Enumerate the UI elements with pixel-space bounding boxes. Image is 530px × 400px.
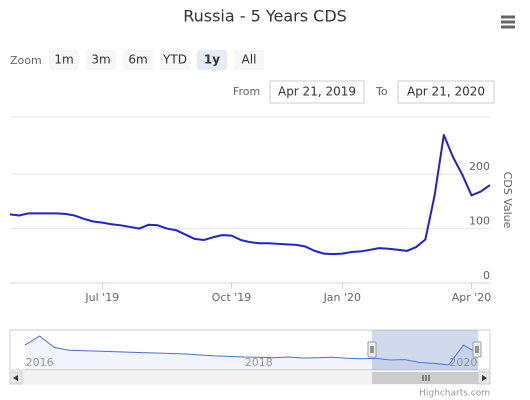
zoom-button-label[interactable]: 6m [128, 53, 147, 67]
zoom-button[interactable] [160, 50, 190, 70]
zoom-button[interactable] [86, 50, 116, 70]
x-tick-label: Jan '20 [323, 291, 361, 304]
navigator-label: 2020 [449, 356, 477, 369]
zoom-button-label[interactable]: 3m [91, 53, 110, 67]
y-tick-label: 100 [469, 215, 490, 228]
navigator-label: 2016 [26, 356, 54, 369]
x-tick-label: Apr '20 [452, 291, 492, 304]
y-axis-title: CDS Value [501, 172, 514, 229]
zoom-label: Zoom [10, 54, 42, 67]
navigator-frame [9, 329, 491, 371]
navigator-mask[interactable] [372, 330, 478, 370]
from-value[interactable]: Apr 21, 2019 [278, 85, 356, 99]
x-tick-label: Jul '19 [84, 291, 119, 304]
from-label: From [233, 85, 260, 98]
zoom-button-label[interactable]: YTD [162, 53, 187, 67]
chart-title: Russia - 5 Years CDS [183, 7, 347, 26]
zoom-button[interactable] [49, 50, 79, 70]
scrollbar-thumb[interactable] [372, 372, 478, 384]
y-tick-label: 0 [483, 269, 490, 282]
to-label: To [375, 85, 388, 98]
zoom-button[interactable] [234, 50, 264, 70]
credits[interactable]: Highcharts.com [419, 389, 490, 399]
navigator-handle[interactable] [367, 341, 377, 358]
zoom-button-label[interactable]: 1m [54, 53, 73, 67]
from-input[interactable] [269, 80, 365, 104]
navigator-handle[interactable] [472, 341, 482, 358]
arrow-right [482, 375, 487, 381]
zoom-button-label[interactable]: 1y [204, 53, 220, 67]
navigator-label: 2018 [245, 356, 273, 369]
to-value[interactable]: Apr 21, 2020 [407, 85, 485, 99]
menu-button[interactable] [498, 12, 518, 32]
data-line [9, 133, 491, 256]
arrow-left [13, 375, 18, 381]
navigator-line [24, 335, 479, 366]
navigator-area [25, 336, 478, 370]
zoom-button-label[interactable]: All [242, 53, 257, 67]
zoom-button[interactable] [197, 50, 227, 70]
y-tick-label: 200 [469, 160, 490, 173]
x-tick-label: Oct '19 [212, 291, 252, 304]
to-input[interactable] [397, 80, 495, 104]
zoom-button[interactable] [123, 50, 153, 70]
